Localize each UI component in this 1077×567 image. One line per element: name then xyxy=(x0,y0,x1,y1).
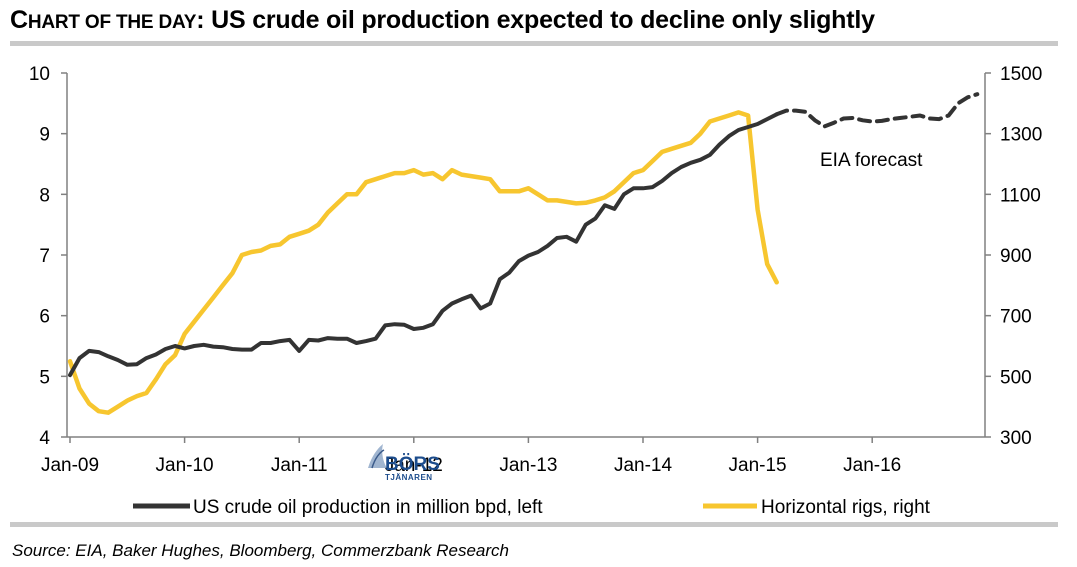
series-layer xyxy=(67,92,980,415)
chart-title: CHART OF THE DAY: US crude oil productio… xyxy=(10,6,875,34)
y-right-tick-label: 1500 xyxy=(1000,64,1042,85)
x-tick-label: Jan-16 xyxy=(843,455,901,476)
y-left-tick-label: 8 xyxy=(39,185,50,206)
y-left-tick-label: 5 xyxy=(39,367,50,388)
y-right-tick-label: 1100 xyxy=(1000,185,1041,206)
footer-divider xyxy=(10,522,1058,527)
forecast-annotation: EIA forecast xyxy=(820,150,923,171)
series-line-rigs xyxy=(67,110,779,415)
y-left-ticks: 4 5 6 7 8 9 10 xyxy=(29,64,67,449)
legend-label-production: US crude oil production in million bpd, … xyxy=(193,497,543,518)
x-tick-label: Jan-12 xyxy=(385,455,443,476)
y-left-tick-label: 10 xyxy=(29,64,50,85)
watermark-text-top: BÖRS xyxy=(385,454,440,475)
watermark-logo: BÖRS TJÄNAREN xyxy=(368,444,440,482)
series-line-forecast xyxy=(774,92,980,129)
y-left-tick-label: 9 xyxy=(39,125,50,146)
x-tick-label: Jan-13 xyxy=(499,455,557,476)
y-right-tick-label: 500 xyxy=(1000,367,1032,388)
y-right-tick-label: 300 xyxy=(1000,428,1032,449)
x-tick-label: Jan-14 xyxy=(614,455,673,476)
x-tick-label: Jan-09 xyxy=(41,455,99,476)
y-left-tick-label: 4 xyxy=(39,428,50,449)
x-ticks: Jan-09 Jan-10 Jan-11 Jan-12 Jan-13 Jan-14 Jan-… xyxy=(41,437,901,476)
y-left-tick-label: 7 xyxy=(39,246,50,267)
source-note: Source: EIA, Baker Hughes, Bloomberg, Co… xyxy=(12,541,510,560)
y-right-tick-label: 900 xyxy=(1000,246,1032,267)
y-right-tick-label: 1300 xyxy=(1000,125,1042,146)
y-left-tick-label: 6 xyxy=(39,307,50,328)
y-right-ticks: 300 500 700 900 1100 1300 1500 xyxy=(985,64,1042,449)
series-line-production xyxy=(68,112,779,378)
x-tick-label: Jan-15 xyxy=(729,455,787,476)
watermark-text-bottom: TJÄNAREN xyxy=(385,473,433,482)
legend-label-rigs: Horizontal rigs, right xyxy=(761,497,931,518)
y-right-tick-label: 700 xyxy=(1000,307,1032,328)
title-divider xyxy=(10,41,1058,46)
legend: US crude oil production in million bpd, … xyxy=(133,497,931,518)
line-chart: 4 5 6 7 8 9 10 300 500 700 900 1100 1300 1500 Jan-09… xyxy=(29,64,1042,518)
x-tick-label: Jan-11 xyxy=(271,455,328,476)
x-tick-label: Jan-10 xyxy=(156,455,214,476)
